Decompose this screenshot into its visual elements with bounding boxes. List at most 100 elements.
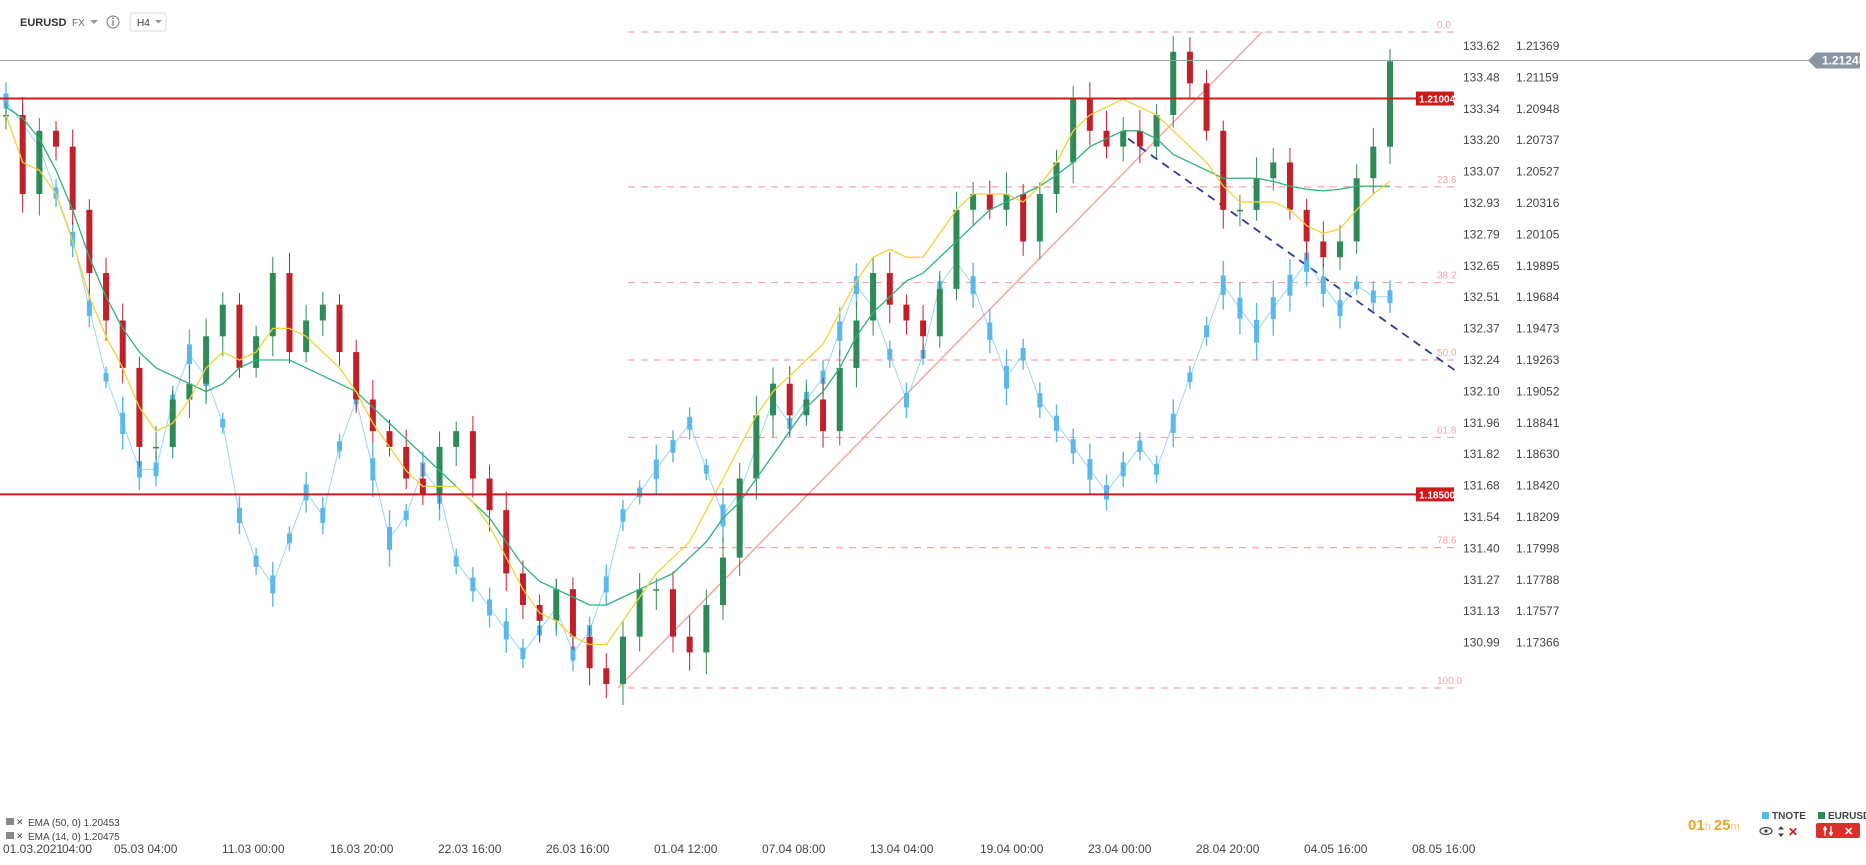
- tnote-axis-tick: 131.82: [1463, 447, 1500, 461]
- eurusd-axis-tick: 1.17998: [1516, 541, 1560, 555]
- indicator-ema-50[interactable]: ✕ EMA (50, 0) 1.20453: [6, 817, 120, 829]
- tnote-axis-tick: 131.68: [1463, 479, 1500, 493]
- eurusd-candle: [1370, 146, 1377, 179]
- chart-header: EURUSD FX H4: [20, 12, 167, 32]
- info-icon[interactable]: [106, 15, 120, 29]
- fibonacci-levels[interactable]: 0.0 23.6 38.2 50.0 61.8 78.6 100.0: [628, 20, 1462, 689]
- eurusd-candle: [603, 668, 610, 685]
- eurusd-candle: [686, 636, 693, 653]
- eurusd-axis-tick: 1.18209: [1516, 510, 1560, 524]
- timeframe-select[interactable]: [129, 12, 167, 32]
- tnote-axis-tick: 133.20: [1463, 133, 1500, 147]
- eurusd-candle: [1203, 83, 1210, 131]
- eurusd-axis-tick: 1.18630: [1516, 447, 1560, 461]
- indicator-toggle-icon[interactable]: [6, 818, 14, 825]
- eurusd-candle: [1053, 162, 1060, 195]
- eurusd-color-swatch: [1818, 812, 1825, 819]
- downtrend-line[interactable]: [1127, 137, 1457, 372]
- close-icon[interactable]: ✕: [16, 831, 24, 841]
- eurusd-axis-tick: 1.19263: [1516, 353, 1560, 367]
- horizontal-level-badge[interactable]: [1416, 487, 1454, 502]
- eurusd-candle: [86, 209, 93, 274]
- eurusd-axis-tick: 1.19473: [1516, 322, 1560, 336]
- eurusd-candle: [1020, 194, 1027, 242]
- tnote-body: [3, 93, 9, 109]
- eurusd-candle: [336, 304, 343, 353]
- eurusd-candle: [986, 194, 993, 210]
- tnote-axis-tick: 132.65: [1463, 259, 1500, 273]
- horizontal-level-badge[interactable]: [1416, 91, 1454, 106]
- fib-level-label: 78.6: [1437, 536, 1457, 547]
- eurusd-candle: [119, 320, 126, 368]
- eurusd-candle: [886, 273, 893, 305]
- eurusd-axis-tick: 1.18420: [1516, 479, 1560, 493]
- symbol-label[interactable]: EURUSD: [20, 17, 67, 29]
- tnote-axis-tick: 131.40: [1463, 541, 1500, 555]
- eurusd-candle: [1270, 162, 1277, 179]
- timeframe-label: H4: [137, 18, 150, 29]
- chevron-down-icon[interactable]: [90, 20, 98, 24]
- eurusd-candle: [1153, 114, 1160, 147]
- eurusd-candle: [369, 399, 376, 432]
- eurusd-candles: [3, 36, 1393, 705]
- eurusd-candle: [836, 367, 843, 432]
- eurusd-axis-tick: 1.17788: [1516, 573, 1560, 587]
- indicator-legend[interactable]: ✕ EMA (50, 0) 1.20453 ✕ EMA (14, 0) 1.20…: [6, 817, 120, 843]
- eurusd-axis-tick: 1.19052: [1516, 384, 1560, 398]
- tnote-axis-tick: 133.07: [1463, 165, 1500, 179]
- remove-series-icon[interactable]: ✕: [1844, 826, 1853, 838]
- tnote-line: [5, 100, 1390, 655]
- timeframe-chevron-icon: [155, 20, 162, 24]
- eurusd-candle: [970, 194, 977, 210]
- close-icon[interactable]: ✕: [1788, 825, 1798, 839]
- time-axis-tick: 26.03 16:00: [546, 842, 610, 856]
- market-label: FX: [72, 18, 85, 29]
- eurusd-axis-tick: 1.19895: [1516, 259, 1560, 273]
- eurusd-candle: [269, 273, 276, 337]
- eurusd-candle: [1120, 130, 1127, 147]
- horizontal-level-label: 1.21004: [1419, 95, 1456, 106]
- settings-icon[interactable]: [1823, 826, 1833, 836]
- eye-icon[interactable]: [1759, 826, 1773, 836]
- horizontal-lines[interactable]: 1.21004 1.18500: [0, 91, 1456, 502]
- indicator-toggle-icon[interactable]: [6, 832, 14, 839]
- tnote-series: [3, 82, 1393, 672]
- reorder-icon[interactable]: [1778, 826, 1784, 837]
- time-axis-tick: 08.05 16:00: [1412, 842, 1476, 856]
- series-action-button[interactable]: [1816, 823, 1860, 838]
- eurusd-candle: [186, 383, 193, 400]
- tnote-axis-tick: 133.34: [1463, 102, 1500, 116]
- indicator-ema-14[interactable]: ✕ EMA (14, 0) 1.20475: [6, 831, 120, 843]
- time-axis-tick: 04:00: [62, 842, 92, 856]
- tnote-color-swatch: [1762, 812, 1769, 819]
- eurusd-candle: [353, 352, 360, 400]
- time-axis-tick: 01.03.2021: [3, 842, 63, 856]
- close-icon[interactable]: ✕: [16, 817, 24, 827]
- eurusd-candle: [903, 304, 910, 321]
- tnote-axis-tick: 133.48: [1463, 70, 1500, 84]
- eurusd-candle: [953, 209, 960, 289]
- eurusd-candle: [386, 431, 393, 447]
- legend-eurusd: EURUSD: [1828, 811, 1866, 822]
- time-axis-tick: 05.03 04:00: [114, 842, 178, 856]
- eurusd-candle: [1336, 241, 1343, 258]
- fib-level-label: 0.0: [1437, 20, 1451, 31]
- eurusd-candle: [703, 605, 710, 653]
- time-axis-tick: 11.03 00:00: [222, 842, 285, 856]
- eurusd-candle: [736, 478, 743, 558]
- eurusd-candle: [720, 557, 727, 606]
- tnote-axis-tick: 130.99: [1463, 636, 1500, 650]
- eurusd-candle: [653, 589, 660, 591]
- series-legend[interactable]: TNOTE EURUSD ✕ ✕: [1759, 811, 1866, 839]
- time-axis-tick: 13.04 04:00: [870, 842, 934, 856]
- eurusd-candle: [219, 304, 226, 337]
- eurusd-axis-tick: 1.20948: [1516, 102, 1560, 116]
- eurusd-candle: [619, 636, 626, 685]
- eurusd-axis-tick: 1.20527: [1516, 165, 1560, 179]
- eurusd-candle: [53, 130, 60, 147]
- time-axis-tick: 22.03 16:00: [438, 842, 502, 856]
- tnote-axis-tick: 132.10: [1463, 384, 1500, 398]
